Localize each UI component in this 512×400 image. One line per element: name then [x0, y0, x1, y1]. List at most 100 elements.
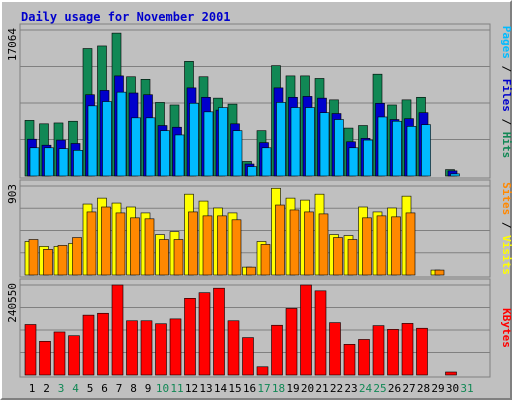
kbytes-bar-kbytes-day-10 [155, 323, 167, 376]
hits-files-pages-bar-pages-day-25 [377, 116, 388, 177]
legend-kbytes: KBytes [500, 308, 512, 348]
visits-sites-y-max-label: 903 [6, 184, 19, 204]
x-tick-day-3: 3 [58, 382, 65, 395]
x-tick-day-20: 20 [301, 382, 314, 395]
legend-sites: Sites [500, 182, 512, 215]
kbytes-bar-kbytes-day-9 [140, 320, 153, 376]
visits-sites-bar-sites-day-23 [347, 239, 358, 276]
x-tick-day-22: 22 [330, 382, 343, 395]
hits-files-pages-bar-pages-day-30 [450, 173, 460, 177]
x-tick-day-11: 11 [170, 382, 183, 395]
visits-sites-bar-sites-day-17 [260, 244, 271, 276]
x-tick-day-16: 16 [243, 382, 256, 395]
visits-sites-bar-sites-day-19 [289, 209, 300, 276]
hits-files-pages-bar-pages-day-17 [261, 147, 272, 177]
x-tick-day-15: 15 [228, 382, 241, 395]
visits-sites-bar-sites-day-26 [391, 216, 401, 276]
kbytes-bar-kbytes-day-30 [445, 371, 457, 376]
visits-sites-bar-sites-day-6 [101, 206, 111, 276]
hits-files-pages-bar-pages-day-9 [145, 117, 156, 177]
kbytes-bar-kbytes-day-23 [343, 344, 356, 376]
kbytes-bar-kbytes-day-3 [53, 331, 66, 376]
visits-sites-bar-sites-day-4 [72, 237, 82, 276]
x-tick-day-17: 17 [257, 382, 270, 395]
x-tick-day-30: 30 [446, 382, 459, 395]
x-tick-day-2: 2 [43, 382, 50, 395]
hits-files-pages-bar-pages-day-2 [44, 147, 54, 177]
hits-files-pages-bar-pages-day-7 [116, 91, 127, 177]
x-tick-day-9: 9 [145, 382, 152, 395]
hits-files-pages-y-max-label: 17064 [6, 28, 19, 61]
legend-pages: Pages [500, 26, 512, 59]
kbytes-bar-kbytes-day-12 [184, 298, 196, 376]
hits-files-pages-bar-pages-day-4 [73, 150, 83, 177]
kbytes-bar-kbytes-day-17 [256, 366, 269, 376]
kbytes-bar-kbytes-day-22 [329, 322, 341, 376]
hits-files-pages-bar-pages-day-16 [247, 166, 257, 177]
x-tick-day-8: 8 [130, 382, 137, 395]
legend-separator: / [500, 59, 512, 79]
hits-files-pages-bar-pages-day-6 [102, 101, 112, 177]
visits-sites-bar-sites-day-11 [173, 239, 184, 276]
x-tick-day-25: 25 [373, 382, 386, 395]
legend-files: Files [500, 79, 512, 112]
kbytes-bar-kbytes-day-19 [285, 308, 298, 376]
kbytes-bar-kbytes-day-25 [372, 325, 385, 376]
visits-sites-bar-sites-day-27 [405, 212, 416, 276]
kbytes-bar-kbytes-day-18 [271, 324, 283, 376]
hits-files-pages-bar-pages-day-24 [363, 139, 373, 177]
hits-files-pages-bar-pages-day-1 [29, 147, 40, 177]
visits-sites-bar-sites-day-9 [144, 218, 155, 276]
kbytes-bar-kbytes-day-4 [68, 335, 80, 376]
visits-sites-legend: Sites / Visits [500, 182, 512, 275]
hits-files-pages-bar-pages-day-12 [189, 102, 199, 177]
hits-files-pages-bar-pages-day-11 [174, 134, 185, 177]
kbytes-bar-kbytes-day-24 [358, 339, 370, 376]
visits-sites-bar-sites-day-16 [246, 266, 256, 276]
hits-files-pages-bar-pages-day-21 [319, 112, 330, 177]
visits-sites-bar-sites-day-10 [159, 239, 169, 276]
visits-sites-bar-sites-day-21 [318, 213, 329, 276]
hits-files-pages-bar-pages-day-13 [203, 111, 214, 177]
x-tick-day-7: 7 [116, 382, 123, 395]
visits-sites-bar-sites-day-29 [434, 269, 445, 276]
hits-files-pages-bar-pages-day-28 [421, 124, 431, 177]
kbytes-bar-kbytes-day-14 [213, 287, 225, 376]
hits-files-pages-bar-pages-day-26 [392, 120, 402, 177]
kbytes-bar-kbytes-day-1 [24, 324, 37, 376]
kbytes-bar-kbytes-day-15 [227, 320, 240, 376]
hits-files-pages-bar-pages-day-15 [232, 130, 243, 177]
visits-sites-bar-sites-day-8 [130, 217, 140, 276]
visits-sites-bar-sites-day-12 [188, 211, 198, 276]
visits-sites-bar-sites-day-2 [43, 249, 53, 276]
kbytes-legend: KBytes [500, 308, 512, 348]
visits-sites-bar-sites-day-13 [202, 215, 213, 276]
kbytes-bar-kbytes-day-6 [97, 312, 109, 376]
x-tick-day-27: 27 [402, 382, 415, 395]
x-tick-day-21: 21 [315, 382, 328, 395]
legend-separator: / [500, 215, 512, 235]
hits-files-pages-bar-pages-day-18 [276, 102, 286, 177]
x-tick-day-26: 26 [388, 382, 401, 395]
hits-files-pages-bar-pages-day-8 [131, 117, 141, 177]
x-tick-day-13: 13 [199, 382, 212, 395]
visits-sites-bar-sites-day-14 [217, 215, 227, 276]
kbytes-bar-kbytes-day-8 [126, 320, 138, 376]
hits-files-pages-legend: Pages / Files / Hits [500, 26, 512, 159]
chart-title: Daily usage for November 2001 [21, 10, 231, 24]
legend-visits: Visits [500, 235, 512, 275]
kbytes-bar-kbytes-day-28 [416, 327, 428, 376]
hits-files-pages-bar-pages-day-22 [334, 119, 344, 177]
x-tick-day-1: 1 [29, 382, 36, 395]
kbytes-bar-kbytes-day-21 [314, 290, 327, 376]
kbytes-bar-kbytes-day-5 [82, 314, 95, 376]
visits-sites-bar-sites-day-5 [86, 211, 97, 276]
legend-hits: Hits [500, 132, 512, 159]
hits-files-pages-bar-pages-day-27 [406, 126, 417, 177]
x-tick-day-31: 31 [460, 382, 473, 395]
x-tick-day-6: 6 [101, 382, 108, 395]
x-tick-day-18: 18 [272, 382, 285, 395]
kbytes-bar-kbytes-day-11 [169, 318, 182, 376]
kbytes-bar-kbytes-day-7 [111, 284, 124, 376]
